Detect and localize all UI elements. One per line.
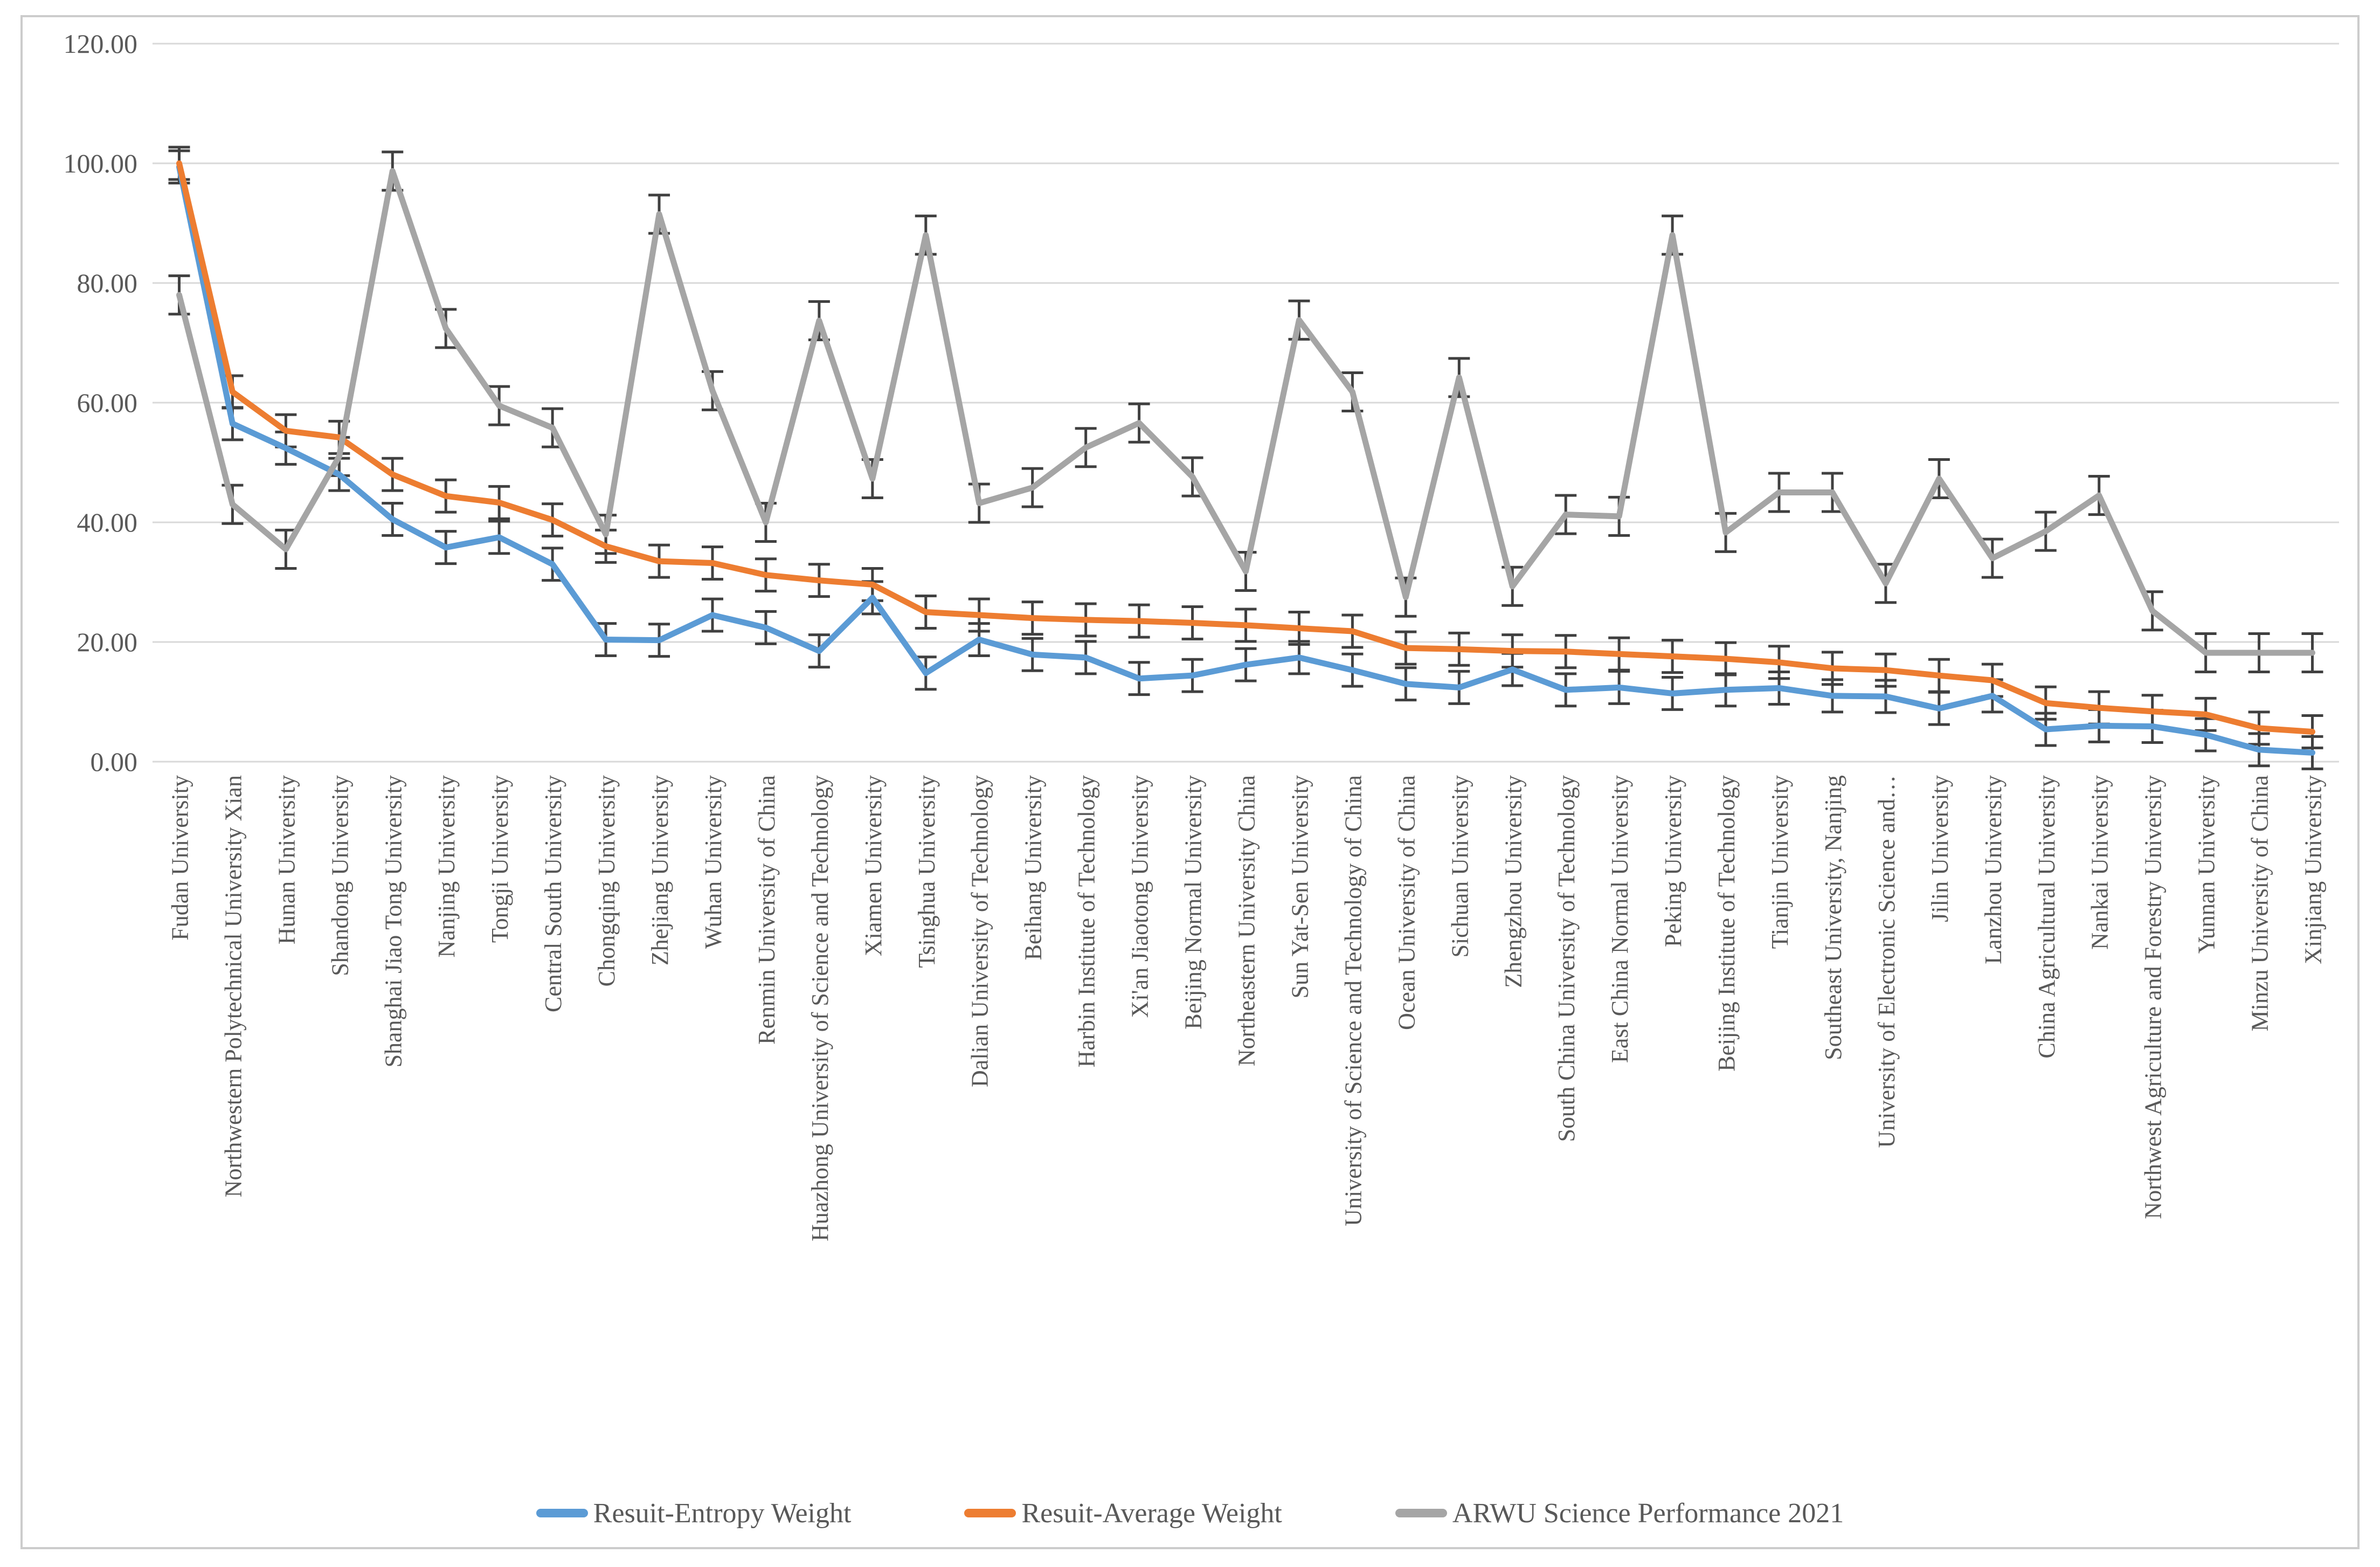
y-axis-tick-label: 20.00: [77, 627, 138, 657]
y-axis-tick-label: 40.00: [77, 507, 138, 537]
error-bars-resuit-entropy-weight: [168, 149, 2323, 770]
x-axis-label: Central South University: [540, 775, 566, 1012]
x-axis-label: Minzu University of China: [2247, 775, 2273, 1031]
series-line-resuit-entropy-weight: [176, 164, 2316, 756]
x-axis-label: Xinjiang University: [2300, 775, 2327, 964]
x-axis-label: Shandong University: [327, 775, 353, 976]
x-axis-label: Tianjin University: [1767, 775, 1793, 949]
x-axis-label: Xiamen University: [860, 775, 887, 956]
x-axis-label: Harbin Institute of Technology: [1074, 775, 1100, 1067]
y-axis-tick-label: 120.00: [64, 29, 138, 59]
x-axis-label: South China University of Technology: [1553, 775, 1580, 1142]
error-bars-arwu-science-performance-2021: [168, 150, 2323, 673]
x-axis-label: University of Science and Technology of …: [1340, 775, 1366, 1226]
x-axis-label: Shanghai Jiao Tong University: [380, 775, 406, 1067]
x-axis-label: Beihang University: [1020, 775, 1047, 960]
x-axis-label: Sun Yat-Sen University: [1286, 775, 1313, 998]
x-axis-label: Chongqing University: [593, 775, 620, 986]
x-axis-label: Yunnan University: [2194, 775, 2220, 954]
x-axis-label: Northeastern University China: [1234, 775, 1260, 1066]
y-axis: 0.00 20.00 40.00 60.00 80.00 100.00 120.00: [64, 29, 138, 777]
series-line-resuit-average-weight: [176, 160, 2316, 735]
x-axis-label: Wuhan University: [700, 775, 727, 949]
x-axis-label: China Agricultural University: [2033, 775, 2060, 1058]
x-axis-label: Beijing Institute of Technology: [1713, 775, 1740, 1072]
x-axis-label: Xi'an Jiaotong University: [1127, 775, 1153, 1018]
gridlines: [153, 43, 2339, 763]
x-axis-label: Tsinghua University: [914, 775, 940, 968]
x-axis: Fudan University Northwestern Polytechnic…: [167, 775, 2326, 1241]
x-axis-label: Ocean University of China: [1393, 775, 1420, 1030]
x-axis-label: Zhejiang University: [647, 775, 673, 965]
x-axis-label: Tongji University: [487, 775, 513, 943]
x-axis-label: Nanjing University: [433, 775, 460, 958]
chart-border: [20, 15, 2360, 1549]
y-axis-tick-label: 0.00: [91, 747, 138, 777]
x-axis-label: Peking University: [1660, 775, 1686, 947]
x-axis-label: Hunan University: [273, 775, 300, 944]
series-line-arwu-science-performance-2021: [176, 168, 2316, 656]
x-axis-label: Zhengzhou University: [1500, 775, 1526, 988]
x-axis-label: Northwestern Polytechnical University Xi…: [220, 775, 246, 1197]
x-axis-label: University of Electronic Science and…: [1873, 775, 1900, 1148]
y-axis-tick-label: 80.00: [77, 268, 138, 298]
x-axis-label: Lanzhou University: [1980, 775, 2007, 964]
x-axis-label: Northwest Agriculture and Forestry Unive…: [2140, 775, 2167, 1219]
x-axis-label: Sichuan University: [1447, 775, 1473, 958]
x-axis-label: Beijing Normal University: [1180, 775, 1207, 1030]
x-axis-label: Southeast University, Nanjing: [1820, 775, 1846, 1060]
x-axis-label: Renmin University of China: [753, 775, 780, 1045]
y-axis-tick-label: 60.00: [77, 388, 138, 418]
x-axis-label: Fudan University: [167, 775, 193, 941]
x-axis-label: Nankai University: [2087, 775, 2113, 950]
x-axis-label: Jilin University: [1927, 775, 1953, 922]
x-axis-label: Dalian University of Technology: [967, 775, 993, 1087]
x-axis-label: Huazhong University of Science and Techn…: [807, 775, 833, 1241]
x-axis-label: East China Normal University: [1607, 775, 1633, 1063]
y-axis-tick-label: 100.00: [64, 148, 138, 178]
